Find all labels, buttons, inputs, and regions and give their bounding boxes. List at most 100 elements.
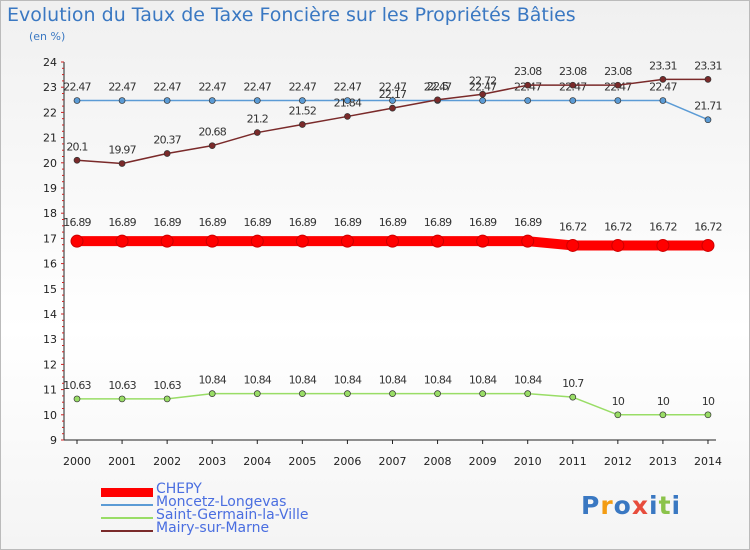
logo-letter: x — [631, 491, 649, 520]
point-mairy-sur-marne — [118, 160, 126, 167]
x-tick-label: 2007 — [378, 455, 406, 468]
point-saint-germain-la-ville — [118, 395, 126, 403]
point-mairy-sur-marne — [524, 81, 532, 89]
point-saint-germain-la-ville — [208, 390, 216, 397]
point-moncetz-longevas — [208, 97, 216, 104]
point-chepy — [701, 238, 715, 252]
y-tick-label: 24 — [43, 56, 57, 69]
point-saint-germain-la-ville — [344, 390, 351, 397]
point-moncetz-longevas — [704, 116, 712, 124]
data-label-moncetz-longevas: 22.47 — [649, 81, 677, 94]
x-tick-label: 2013 — [649, 455, 677, 468]
point-mairy-sur-marne — [569, 81, 577, 89]
point-saint-germain-la-ville — [704, 411, 712, 419]
y-tick-label: 23 — [43, 81, 57, 94]
logo-letter: o — [613, 491, 632, 520]
point-moncetz-longevas — [163, 97, 171, 104]
data-label-moncetz-longevas: 22.47 — [63, 81, 91, 94]
y-tick-label: 12 — [43, 358, 57, 371]
data-label-chepy: 16.72 — [559, 220, 587, 233]
data-label-moncetz-longevas: 22.47 — [153, 81, 181, 94]
point-saint-germain-la-ville — [299, 390, 306, 397]
point-moncetz-longevas — [299, 97, 306, 104]
legend-swatch — [101, 517, 153, 519]
data-label-mairy-sur-marne: 23.31 — [649, 59, 677, 72]
legend-label: Mairy-sur-Marne — [156, 520, 270, 536]
chart-title: Evolution du Taux de Taxe Foncière sur l… — [7, 4, 576, 26]
data-label-chepy: 16.72 — [649, 220, 677, 233]
point-chepy — [70, 234, 84, 248]
legend-item: Mairy-sur-Marne — [101, 520, 421, 538]
data-label-mairy-sur-marne: 20.68 — [198, 126, 226, 139]
point-chepy — [521, 234, 535, 248]
y-tick-label: 19 — [43, 182, 57, 195]
point-mairy-sur-marne — [163, 150, 171, 157]
y-tick-label: 9 — [50, 434, 57, 447]
point-saint-germain-la-ville — [434, 390, 441, 397]
data-label-saint-germain-la-ville: 10.63 — [153, 379, 181, 392]
data-label-saint-germain-la-ville: 10 — [702, 395, 715, 408]
data-label-chepy: 16.89 — [334, 216, 362, 229]
legend-swatch — [101, 530, 153, 532]
point-saint-germain-la-ville — [479, 390, 486, 397]
x-tick-label: 2014 — [694, 455, 722, 468]
legend-item: Saint-Germain-la-Ville — [101, 507, 421, 525]
point-saint-germain-la-ville — [614, 411, 622, 419]
data-label-mairy-sur-marne: 19.97 — [108, 144, 136, 157]
point-chepy — [250, 234, 264, 248]
data-label-mairy-sur-marne: 22.72 — [469, 74, 497, 87]
point-chepy — [205, 234, 219, 248]
legend-label: Moncetz-Longevas — [156, 494, 287, 510]
data-label-moncetz-longevas: 22.47 — [469, 81, 497, 94]
data-label-mairy-sur-marne: 22.17 — [379, 88, 407, 101]
y-tick-label: 16 — [43, 258, 57, 271]
data-label-mairy-sur-marne: 23.08 — [604, 65, 632, 78]
y-tick-label: 22 — [43, 106, 57, 119]
data-label-mairy-sur-marne: 21.52 — [289, 104, 317, 117]
logo-letter: i — [649, 491, 659, 520]
point-saint-germain-la-ville — [389, 390, 396, 397]
point-chepy — [295, 234, 309, 248]
x-tick-label: 2008 — [424, 455, 452, 468]
data-label-mairy-sur-marne: 23.08 — [559, 65, 587, 78]
data-label-mairy-sur-marne: 20.1 — [66, 140, 87, 153]
legend-label: Saint-Germain-la-Ville — [156, 507, 309, 523]
data-label-chepy: 16.89 — [289, 216, 317, 229]
point-saint-germain-la-ville — [253, 390, 261, 397]
data-label-moncetz-longevas: 21.71 — [694, 100, 722, 113]
point-moncetz-longevas — [479, 97, 486, 104]
legend-item: Moncetz-Longevas — [101, 494, 421, 512]
chart-subtitle: (en %) — [29, 30, 66, 43]
data-label-saint-germain-la-ville: 10 — [612, 395, 625, 408]
data-label-moncetz-longevas: 22.47 — [108, 81, 136, 94]
point-mairy-sur-marne — [479, 90, 486, 98]
point-chepy — [385, 234, 399, 248]
data-label-chepy: 16.89 — [244, 216, 272, 229]
point-moncetz-longevas — [659, 97, 667, 104]
point-mairy-sur-marne — [614, 81, 622, 89]
point-saint-germain-la-ville — [73, 395, 81, 403]
data-label-mairy-sur-marne: 22.5 — [427, 80, 449, 93]
data-label-chepy: 16.72 — [694, 220, 722, 233]
x-tick-label: 2001 — [108, 455, 136, 468]
data-label-mairy-sur-marne: 20.37 — [153, 133, 181, 146]
data-label-moncetz-longevas: 22.47 — [379, 81, 407, 94]
point-saint-germain-la-ville — [163, 395, 171, 403]
data-label-moncetz-longevas: 22.47 — [424, 81, 452, 94]
y-tick-label: 17 — [43, 232, 57, 245]
data-label-saint-germain-la-ville: 10 — [657, 395, 670, 408]
x-tick-label: 2006 — [333, 455, 361, 468]
point-mairy-sur-marne — [253, 129, 261, 136]
point-moncetz-longevas — [118, 97, 126, 104]
point-moncetz-longevas — [344, 97, 351, 104]
y-tick-label: 10 — [43, 409, 57, 422]
x-tick-label: 2009 — [469, 455, 497, 468]
point-chepy — [566, 238, 580, 252]
y-tick-label: 21 — [43, 132, 57, 145]
data-label-saint-germain-la-ville: 10.84 — [469, 374, 497, 387]
data-label-chepy: 16.89 — [379, 216, 407, 229]
legend-label: CHEPY — [156, 481, 202, 497]
point-mairy-sur-marne — [659, 76, 667, 83]
